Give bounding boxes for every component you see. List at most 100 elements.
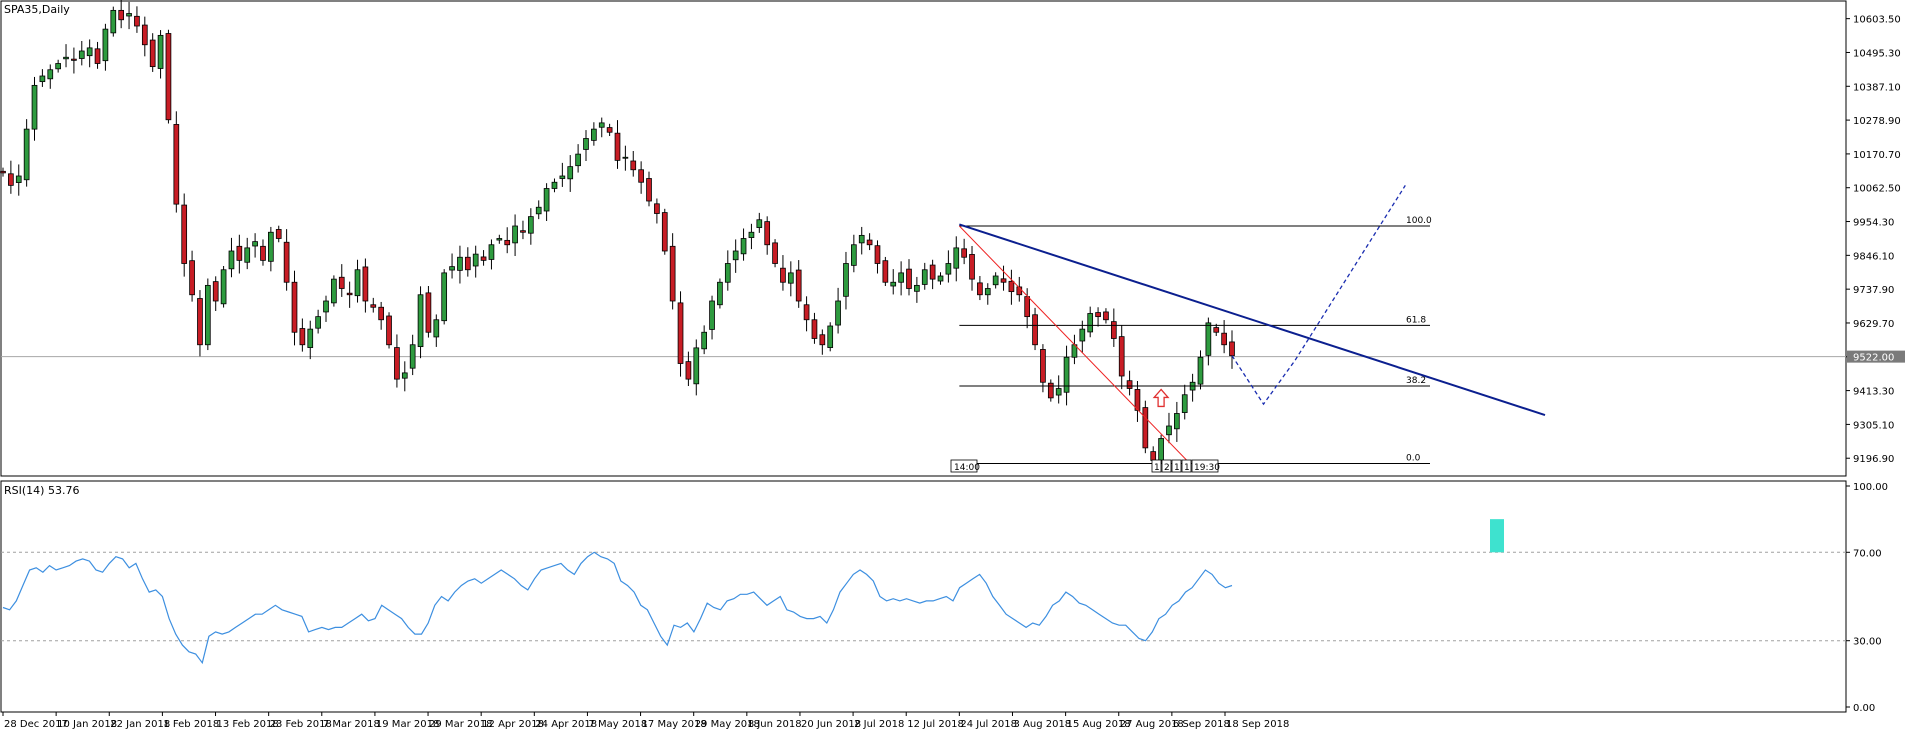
time-tick-label: 12 Apr 2018 (482, 719, 544, 730)
price-tick-label: 9305.10 (1853, 420, 1894, 431)
bear-candle (1110, 321, 1117, 339)
bear-candle (638, 169, 644, 183)
bear-candle (772, 242, 778, 264)
time-tick-label: 29 May 2018 (695, 719, 760, 730)
bear-candle (0, 170, 6, 174)
price-tick-label: 9629.70 (1853, 319, 1894, 330)
bear-candle (811, 319, 818, 339)
bear-candle (764, 221, 771, 246)
bull-candle (31, 84, 38, 130)
bull-candle (110, 9, 117, 34)
bear-candle (346, 292, 353, 296)
bull-candle (591, 128, 597, 141)
bear-candle (614, 132, 621, 161)
bull-candle (39, 75, 46, 83)
time-tick-label: 28 Dec 2017 (4, 719, 68, 730)
bull-candle (1087, 313, 1094, 333)
bear-candle (906, 268, 912, 289)
price-tick-label: 9196.90 (1853, 454, 1894, 465)
bear-candle (1000, 278, 1007, 283)
price-panel (0, 0, 1847, 477)
bear-candle (299, 328, 306, 346)
bear-candle (1221, 332, 1227, 346)
bear-candle (189, 260, 195, 296)
bull-candle (527, 216, 534, 234)
bear-candle (1126, 380, 1133, 389)
time-tick-label: 7 Mar 2018 (323, 719, 380, 730)
bull-candle (409, 344, 416, 369)
bear-candle (378, 306, 384, 321)
bear-candle (338, 276, 345, 289)
time-tick-label: 3 Aug 2018 (1013, 719, 1071, 730)
bear-candle (1047, 382, 1054, 399)
bear-candle (882, 260, 889, 283)
bull-candle (307, 328, 314, 348)
bull-candle (1063, 356, 1070, 393)
price-tick-label: 9413.30 (1853, 387, 1894, 398)
bear-candle (1024, 296, 1031, 318)
bull-candle (354, 269, 361, 297)
bull-candle (1055, 388, 1062, 396)
bear-candle (685, 361, 692, 380)
bull-candle (244, 247, 251, 263)
rsi-title: RSI(14) 53.76 (4, 484, 79, 497)
time-tick-label: 17 May 2018 (642, 719, 707, 730)
bull-candle (598, 122, 605, 128)
bull-candle (1166, 425, 1172, 436)
bear-candle (94, 48, 101, 64)
rsi-highlight-box (1490, 519, 1504, 553)
bull-candle (401, 372, 408, 379)
bull-candle (843, 263, 849, 297)
time-label: 2 (1164, 463, 1170, 473)
bull-candle (543, 188, 550, 212)
bear-candle (1008, 280, 1015, 293)
bear-candle (260, 245, 266, 261)
bull-candle (228, 250, 235, 270)
bull-candle (748, 231, 755, 238)
time-tick-label: 20 Jun 2018 (801, 719, 861, 730)
bear-candle (606, 127, 613, 133)
bear-candle (1118, 336, 1125, 377)
bull-candle (732, 250, 739, 261)
current-price-label: 9522.00 (1853, 353, 1894, 364)
bear-candle (386, 315, 392, 346)
time-tick-label: 13 Feb 2018 (217, 719, 279, 730)
price-tick-label: 10603.50 (1853, 15, 1901, 26)
bull-candle (55, 63, 61, 70)
bull-candle (898, 272, 904, 283)
time-tick-label: 7 May 2018 (588, 719, 647, 730)
bull-candle (858, 234, 865, 244)
rsi-tick-label: 100.00 (1853, 482, 1888, 493)
bull-candle (86, 47, 93, 57)
bear-candle (677, 302, 684, 364)
rsi-tick-label: 70.00 (1853, 548, 1882, 559)
bull-candle (1181, 394, 1188, 413)
bear-candle (8, 173, 14, 186)
bear-candle (1213, 327, 1220, 333)
bear-candle (1103, 311, 1109, 321)
bear-candle (149, 39, 156, 68)
bull-candle (1158, 438, 1164, 461)
bear-candle (181, 204, 188, 264)
bear-candle (977, 282, 983, 296)
time-tick-label: 2 Jul 2018 (854, 719, 904, 730)
fib-level-label: 100.0 (1406, 216, 1432, 226)
time-tick-label: 10 Jan 2018 (57, 719, 117, 730)
bull-candle (693, 347, 700, 385)
bear-candle (394, 347, 400, 380)
bull-candle (937, 275, 944, 282)
bull-candle (472, 253, 479, 267)
bull-candle (433, 319, 440, 338)
bull-candle (220, 269, 227, 305)
bear-candle (1150, 451, 1157, 461)
time-tick-label: 24 Apr 2018 (535, 719, 597, 730)
bear-candle (1229, 341, 1235, 357)
time-tick-label: 6 Sep 2018 (1173, 719, 1230, 730)
bear-candle (362, 266, 369, 302)
fib-level-label: 61.8 (1406, 315, 1426, 325)
current-price-badge (1847, 350, 1905, 363)
bull-candle (512, 225, 518, 244)
bull-candle (1079, 328, 1086, 342)
